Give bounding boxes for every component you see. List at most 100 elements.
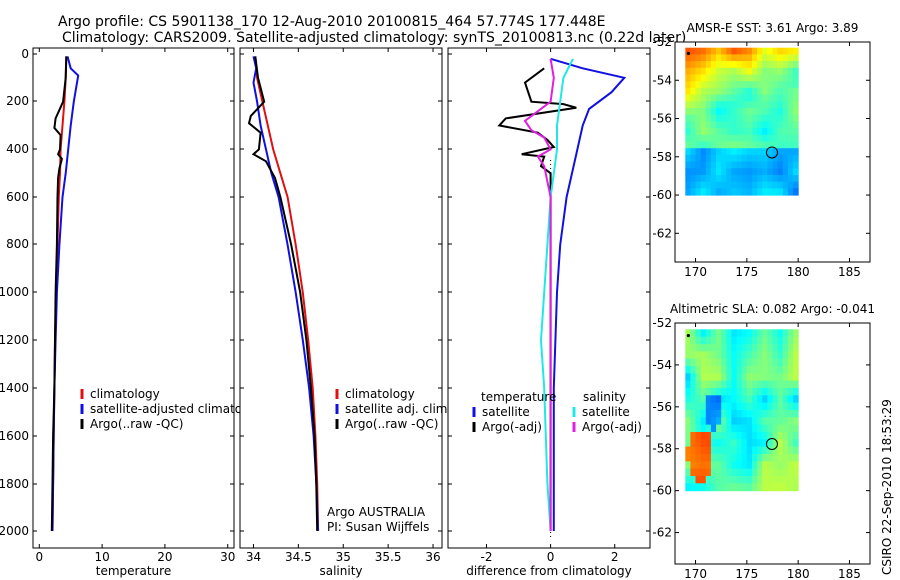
sla-map-cell	[731, 468, 738, 477]
sst-map-cell	[793, 108, 799, 116]
sla-map-cell	[690, 424, 697, 433]
sla-map-cell	[757, 366, 763, 374]
sla-map-xtick-label: 175	[735, 567, 758, 580]
sla-map-cell	[731, 483, 738, 492]
sst-map-cell	[752, 161, 758, 169]
sla-map-cell	[721, 446, 727, 455]
sst-map-cell	[695, 121, 702, 129]
sla-map-cell	[721, 402, 727, 411]
sst-map-cell	[793, 81, 799, 89]
sst-map-cell	[787, 134, 794, 143]
sst-map-cell	[731, 141, 738, 149]
sla-map-cell	[731, 446, 738, 455]
sla-map-cell	[752, 439, 758, 448]
sst-map-cell	[736, 134, 743, 143]
sla-map-cell	[700, 395, 707, 404]
sla-map-cell	[731, 329, 738, 338]
sst-map-cell	[705, 141, 712, 149]
sst-map-cell	[705, 181, 712, 189]
sst-map-cell	[746, 54, 753, 62]
sla-map-cell	[777, 417, 784, 426]
sst-map-cell	[772, 47, 779, 55]
sst-map-cell	[721, 188, 727, 196]
sst-map-cell	[695, 114, 702, 122]
sst-map-cell	[746, 168, 753, 176]
sla-map-ytick-label: -52	[652, 316, 672, 330]
sla-map-cell	[716, 424, 722, 433]
sla-map-cell	[772, 380, 779, 389]
sla-map-cell	[762, 358, 768, 367]
sst-map-cell	[772, 94, 779, 102]
sla-map-cell	[736, 483, 743, 492]
sla-map-cell	[793, 366, 799, 374]
sla-map-cell	[721, 439, 727, 448]
sla-map-cell	[700, 439, 707, 448]
sla-map-panel	[674, 322, 871, 565]
sla-map-cell	[772, 432, 779, 440]
sla-map-cell	[721, 380, 727, 389]
sst-map-cell	[752, 181, 758, 189]
sst-map-cell	[736, 175, 743, 183]
sst-map-cell	[741, 61, 748, 69]
sla-map-cell	[705, 329, 712, 338]
sla-map-cell	[690, 329, 697, 338]
sla-map-cell	[782, 454, 789, 462]
sla-map-cell	[741, 483, 748, 492]
sla-map-xtick-label: 185	[838, 567, 861, 580]
sst-map-cell	[731, 121, 738, 129]
depth-tick-label: 1400	[0, 381, 29, 395]
sla-map-cell	[767, 344, 774, 352]
sst-map-cell	[772, 61, 779, 69]
sla-map-cell	[721, 476, 727, 484]
sla-map-cell	[705, 358, 712, 367]
sst-map-cell	[787, 141, 794, 149]
sla-map-cell	[762, 461, 768, 470]
sst-map-cell	[690, 148, 697, 156]
sla-map-cell	[746, 446, 753, 455]
sst-map-cell	[731, 47, 738, 55]
sla-map-cell	[777, 454, 784, 462]
sla-map-axes-outline	[674, 322, 871, 565]
sla-map-cell	[731, 424, 738, 433]
sst-map-cell	[736, 54, 743, 62]
sla-map-cell	[793, 336, 799, 345]
sla-map-cell	[772, 336, 779, 345]
sst-map-cell	[772, 54, 779, 62]
sst-map-cell	[700, 141, 707, 149]
sst-map-cell	[767, 54, 774, 62]
sla-map-cell	[752, 380, 758, 389]
sla-map-cell	[705, 424, 712, 433]
sst-map-cell	[726, 94, 732, 102]
sst-map-cell	[695, 181, 702, 189]
sst-map-cell	[782, 54, 789, 62]
sst-map-cell	[690, 94, 697, 102]
sla-map-cell	[757, 468, 763, 477]
sst-map-cell	[767, 161, 774, 169]
sst-map-cell	[690, 181, 697, 189]
sst-map-cell	[777, 175, 784, 183]
sst-map-cell	[700, 148, 707, 156]
sst-map-cell	[710, 175, 717, 183]
sla-map-cell	[772, 344, 779, 352]
sla-map-cell	[793, 483, 799, 492]
sla-map-cell	[726, 329, 732, 338]
sla-map-cell	[757, 358, 763, 367]
sla-map-cell	[731, 476, 738, 484]
sst-map-cell	[726, 134, 732, 143]
sst-map-cell	[767, 168, 774, 176]
sst-map-cell	[772, 121, 779, 129]
sla-map-cell	[690, 454, 697, 462]
sst-map-cell	[793, 74, 799, 82]
sst-map-cell	[746, 121, 753, 129]
sst-map-cell	[782, 61, 789, 69]
sla-map-cell	[726, 410, 732, 418]
sla-map-cell	[736, 366, 743, 374]
sla-map-cell	[757, 446, 763, 455]
sst-map-cell	[746, 154, 753, 163]
sla-map-cell	[757, 344, 763, 352]
temperature-panel	[32, 47, 235, 549]
sla-map-cell	[767, 432, 774, 440]
sst-map-cell	[736, 67, 743, 76]
sla-map-cell	[685, 461, 691, 470]
sst-map-cell	[710, 141, 717, 149]
